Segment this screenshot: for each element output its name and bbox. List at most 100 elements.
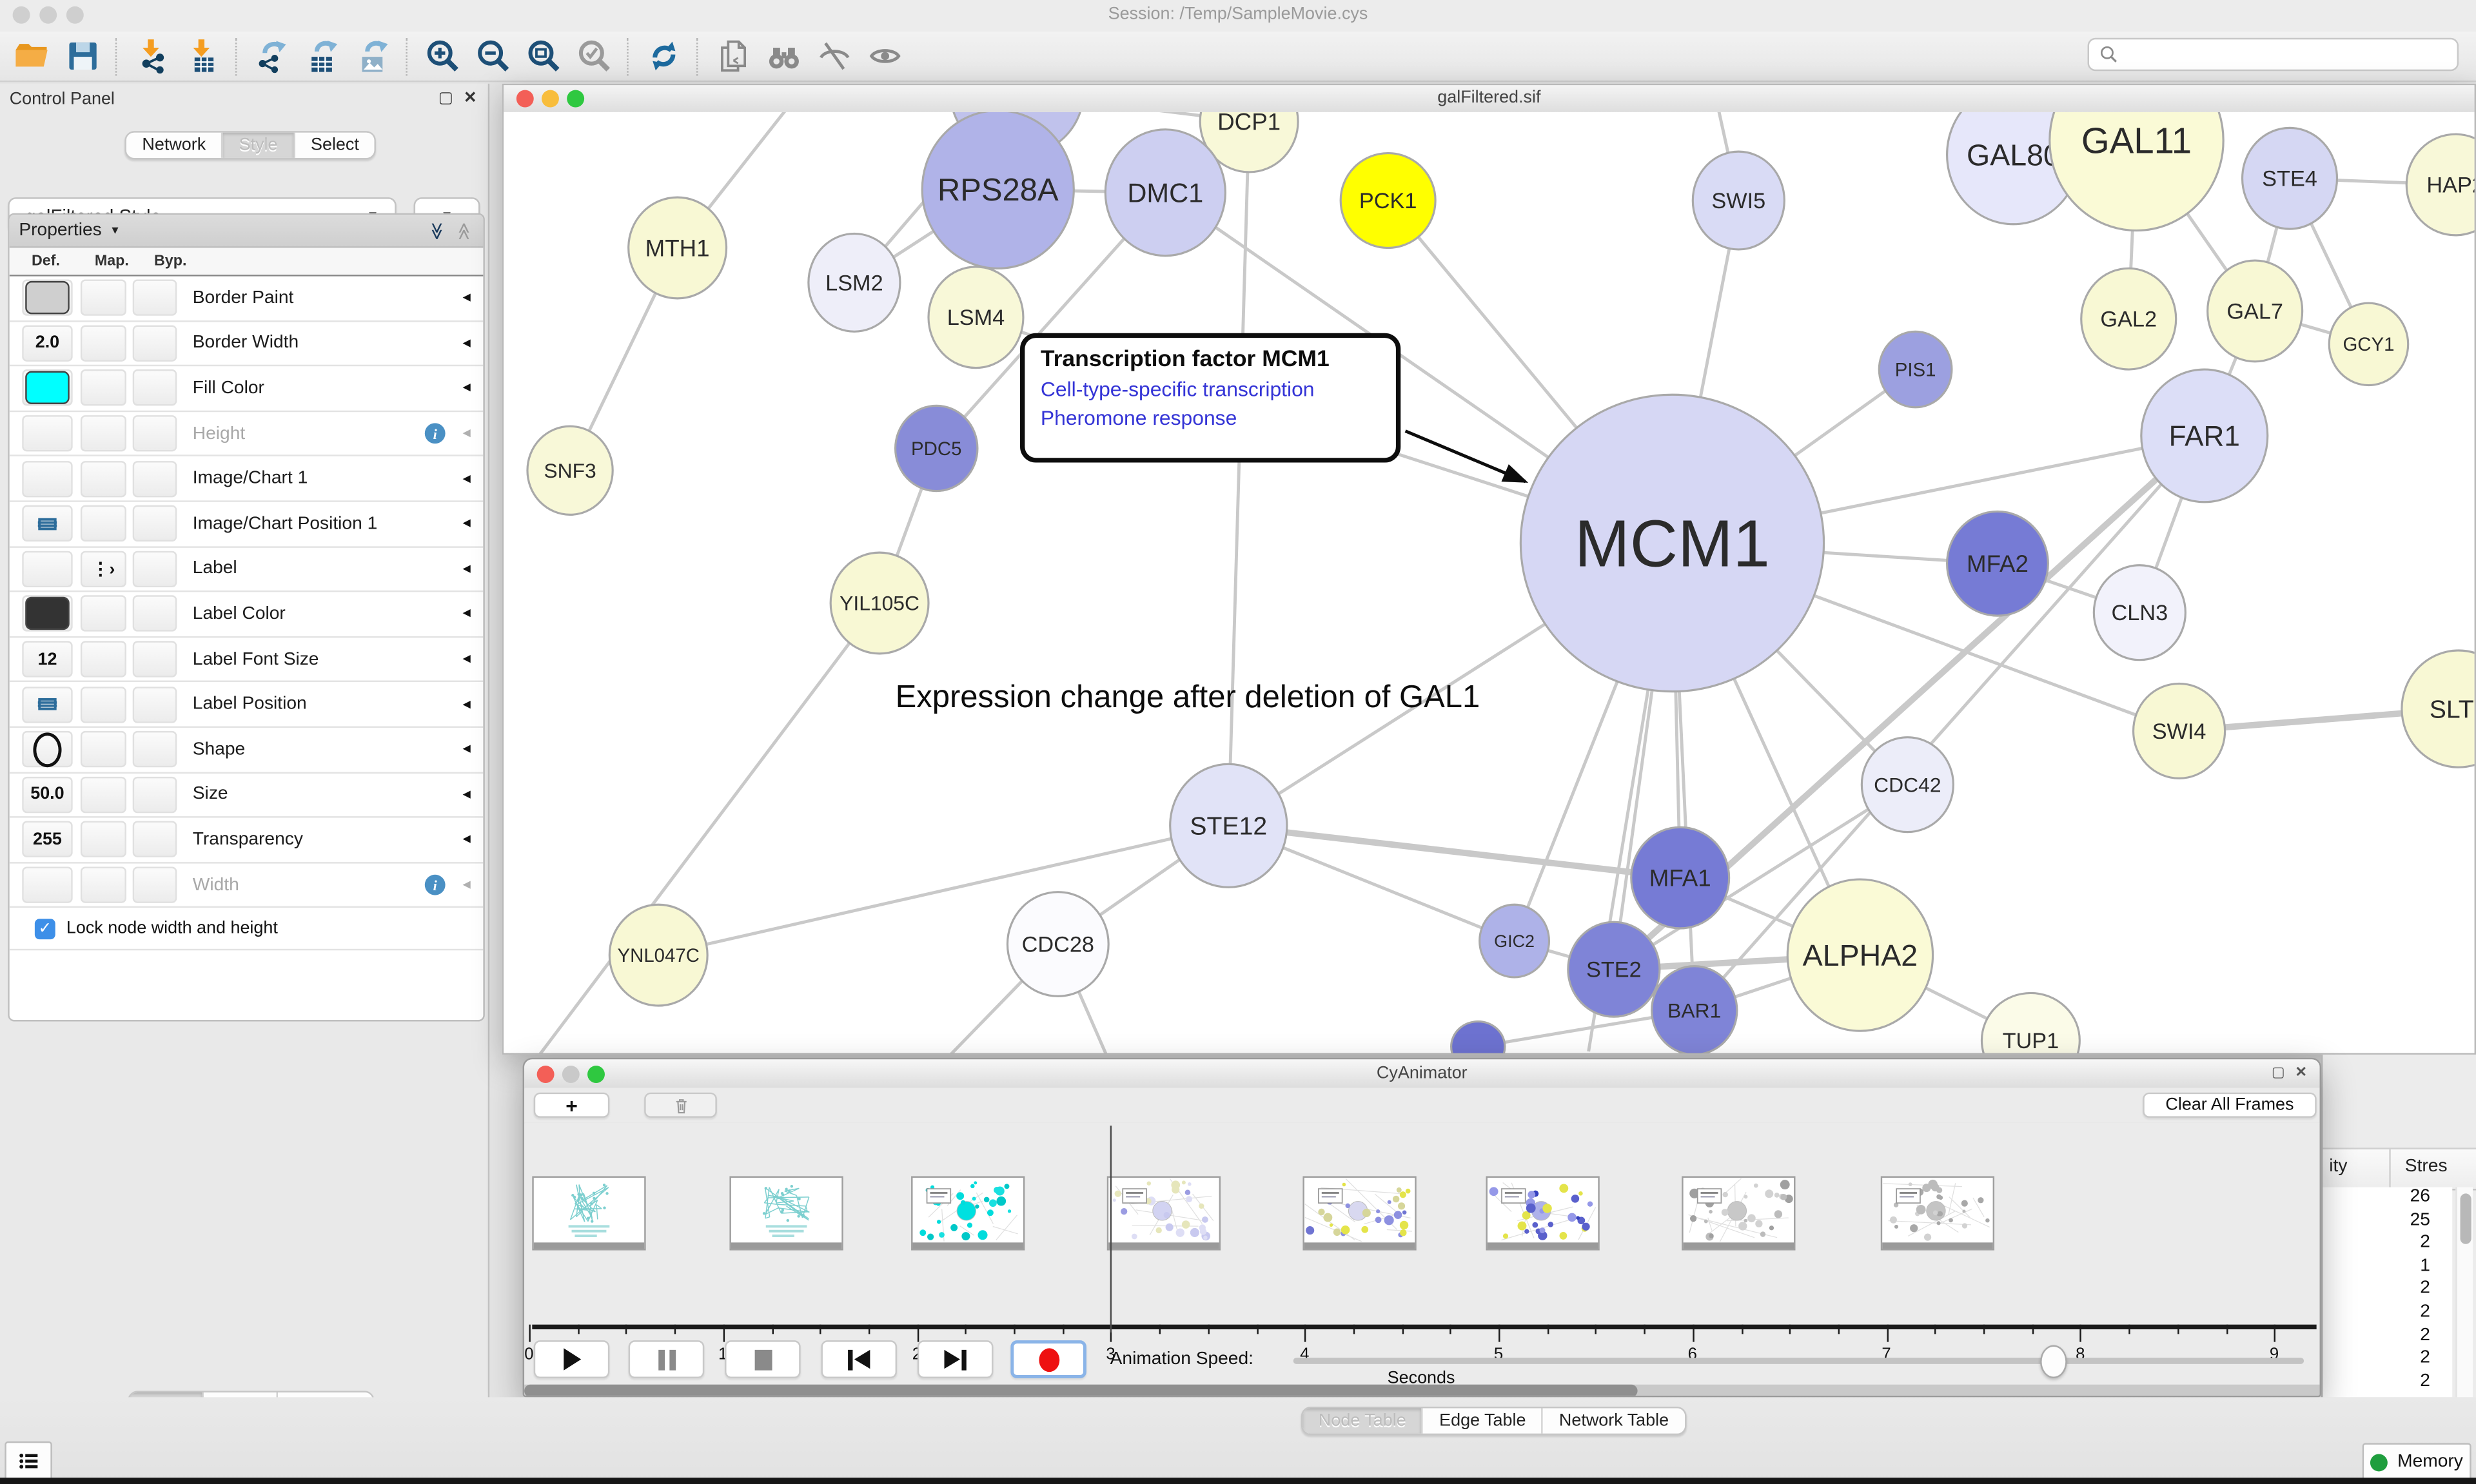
memory-button[interactable]: Memory [2362,1443,2471,1481]
float-panel-icon[interactable]: ▢ [438,90,453,108]
node-pck1[interactable]: PCK1 [1339,151,1437,249]
node-gal7[interactable]: GAL7 [2206,259,2304,363]
property-row-fill-color[interactable]: Fill Color ◂ [9,367,484,412]
table-scrollbar[interactable] [2455,1187,2473,1398]
tab-style[interactable]: Style [223,132,295,158]
table-row[interactable]: 2 [2420,1348,2430,1368]
close-panel-icon[interactable]: ✕ [464,90,477,108]
node-mcm1[interactable]: MCM1 [1519,393,1825,693]
minimize-cyanimator-button[interactable] [562,1064,580,1082]
skip-to-start-button[interactable] [821,1340,898,1378]
table-panel-mode-button[interactable] [5,1441,52,1481]
tab-select[interactable]: Select [295,132,375,158]
import-network-button[interactable] [128,35,175,77]
table-row[interactable]: 26 [2410,1187,2430,1207]
node-clipped[interactable] [1450,1020,1506,1053]
find-button[interactable] [760,35,807,77]
node-mth1[interactable]: MTH1 [627,196,728,300]
pause-button[interactable] [628,1340,705,1378]
export-image-button[interactable] [349,35,396,77]
zoom-in-button[interactable] [418,35,466,77]
column-header-ity[interactable]: ity [2329,1157,2348,1176]
node-alpha2[interactable]: ALPHA2 [1786,878,1934,1032]
zoom-selected-button[interactable] [570,35,617,77]
node-cln3[interactable]: CLN3 [2092,564,2186,661]
import-table-button[interactable] [179,35,226,77]
node-snf3[interactable]: SNF3 [526,425,614,516]
node-gic2[interactable]: GIC2 [1479,903,1551,979]
network-canvas[interactable]: DCP1 RPS28A DMC1 PCK1 SWI5 GAL80 GAL11 STE4 HAP2… [504,112,2475,1053]
node-lsm2[interactable]: LSM2 [807,232,901,333]
property-row-label-color[interactable]: Label Color ◂ [9,592,484,638]
minimize-network-button[interactable] [542,90,559,108]
node-hap2[interactable]: HAP2 [2405,133,2475,237]
expand-all-icon[interactable]: ≫ [426,221,446,240]
table-row[interactable]: 2 [2420,1233,2430,1253]
annotation-callout[interactable]: Transcription factor MCM1 Cell-type-spec… [1020,333,1401,463]
node-gal80[interactable]: GAL80 [1946,112,2081,226]
node-pis1[interactable]: PIS1 [1878,330,1953,409]
hide-selected-button[interactable] [810,35,857,77]
node-pdc5[interactable]: PDC5 [894,404,979,493]
property-row-transparency[interactable]: 255 Transparency ◂ [9,818,484,863]
paste-network-button[interactable] [709,35,756,77]
chevron-down-icon[interactable]: ▼ [110,224,121,237]
animation-speed-thumb[interactable] [2040,1345,2067,1378]
expand-property-icon[interactable]: ◂ [462,650,471,669]
node-rps28a[interactable]: RPS28A [921,112,1075,269]
column-header-stress[interactable]: Stres [2404,1157,2448,1176]
node-ynl047c[interactable]: YNL047C [608,903,709,1007]
save-session-button[interactable] [59,35,106,77]
show-all-button[interactable] [861,35,908,77]
frame-thumbnail-7[interactable] [1880,1176,1995,1251]
property-row-label-position[interactable]: Label Position ◂ [9,683,484,728]
export-table-button[interactable] [299,35,346,77]
node-cdc42[interactable]: CDC42 [1860,736,1954,834]
expand-property-icon[interactable]: ◂ [462,696,471,714]
node-swi4[interactable]: SWI4 [2132,682,2226,779]
table-row[interactable]: 2 [2420,1371,2430,1391]
close-window-icon[interactable]: ✕ [2295,1064,2307,1080]
node-lsm4[interactable]: LSM4 [927,266,1025,369]
float-window-icon[interactable]: ▢ [2271,1064,2285,1080]
table-row[interactable]: 2 [2420,1325,2430,1345]
zoom-out-button[interactable] [469,35,516,77]
property-row-size[interactable]: 50.0 Size ◂ [9,773,484,818]
expand-property-icon[interactable]: ◂ [462,334,471,352]
minimize-window-button[interactable] [39,6,57,24]
node-gal2[interactable]: GAL2 [2080,267,2177,371]
property-row-border-width[interactable]: 2.0 Border Width ◂ [9,322,484,367]
zoom-fit-button[interactable] [520,35,567,77]
node-mfa1[interactable]: MFA1 [1630,826,1731,930]
property-row-label[interactable]: ⋮› Label ◂ [9,547,484,592]
node-gcy1[interactable]: GCY1 [2328,302,2410,387]
add-frame-button[interactable]: + [533,1092,610,1118]
table-row[interactable]: 2 [2420,1302,2430,1322]
node-mfa2[interactable]: MFA2 [1946,510,2049,617]
node-ste12[interactable]: STE12 [1169,763,1288,888]
tab-network[interactable]: Network [126,132,224,158]
export-network-button[interactable] [248,35,295,77]
expand-property-icon[interactable]: ◂ [462,786,471,804]
collapse-all-icon[interactable]: ≪ [454,221,474,240]
zoom-cyanimator-button[interactable] [587,1064,605,1082]
node-swi5[interactable]: SWI5 [1691,150,1785,251]
cyanimator-scrollbar[interactable] [524,1384,2320,1396]
expand-property-icon[interactable]: ◂ [462,289,471,307]
property-row-shape[interactable]: Shape ◂ [9,728,484,773]
tab-node-table[interactable]: Node Table [1302,1408,1424,1434]
clear-all-frames-button[interactable]: Clear All Frames [2143,1092,2317,1118]
close-network-button[interactable] [516,90,534,108]
node-cdc28[interactable]: CDC28 [1006,891,1110,997]
expand-property-icon[interactable]: ◂ [462,515,471,532]
frame-thumbnail-5[interactable] [1486,1176,1600,1251]
timeline-playhead[interactable] [1110,1126,1113,1333]
property-row-height[interactable]: Height i ◂ [9,412,484,457]
node-tup1[interactable]: TUP1 [1980,991,2081,1053]
maximize-window-button[interactable] [66,6,84,24]
property-row-width[interactable]: Width i ◂ [9,863,484,908]
frame-thumbnail-0[interactable] [532,1176,646,1251]
close-window-button[interactable] [12,6,30,24]
record-button[interactable] [1010,1340,1086,1378]
close-cyanimator-button[interactable] [536,1064,555,1082]
